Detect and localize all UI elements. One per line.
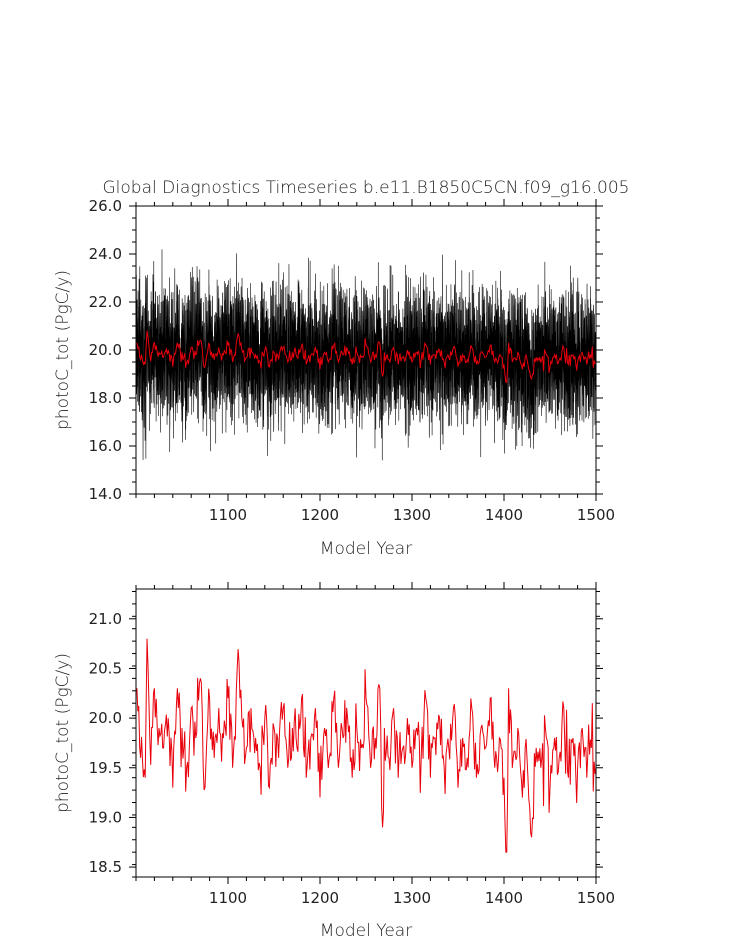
bottom-y-tick-label: 19.0 — [89, 808, 122, 826]
top-x-tick-label: 1400 — [485, 506, 523, 524]
bottom-y-tick-label: 19.5 — [89, 759, 122, 777]
bottom-series-annual — [136, 638, 597, 853]
bottom-x-tick-label: 1500 — [577, 889, 615, 907]
bottom-x-axis-label: Model Year — [320, 921, 412, 941]
chart-title: Global Diagnostics Timeseries b.e11.B185… — [102, 178, 629, 198]
top-series-monthly — [135, 249, 597, 461]
top-y-tick-label: 18.0 — [89, 389, 122, 407]
top-y-tick-label: 14.0 — [89, 485, 122, 503]
bottom-x-tick-label: 1200 — [301, 889, 339, 907]
top-panel: 14.0 16.0 18.0 20.0 22.0 24.0 26.0 1100 1200 130… — [53, 197, 615, 559]
top-x-tick-label: 1100 — [209, 506, 247, 524]
top-series-annual — [136, 330, 597, 383]
bottom-panel: 18.5 19.0 19.5 20.0 20.5 21.0 1100 1200 1300 140… — [53, 582, 615, 941]
top-annual-line — [136, 330, 597, 383]
top-x-axis-label: Model Year — [320, 539, 412, 559]
top-y-tick-label: 16.0 — [89, 437, 122, 455]
bottom-y-tick-label: 20.0 — [89, 709, 122, 727]
bottom-y-tick-label: 20.5 — [89, 659, 122, 677]
top-y-tick-labels: 14.0 16.0 18.0 20.0 22.0 24.0 26.0 — [89, 197, 122, 503]
top-y-tick-label: 24.0 — [89, 245, 122, 263]
bottom-x-tick-label: 1300 — [393, 889, 431, 907]
top-x-tick-label: 1200 — [301, 506, 339, 524]
bottom-annual-line — [136, 638, 597, 853]
bottom-y-axis-label: photoC_tot (PgC/y) — [53, 653, 73, 813]
top-monthly-line — [135, 249, 597, 461]
bottom-x-tick-labels: 1100 1200 1300 1400 1500 — [209, 889, 615, 907]
bottom-x-tick-label: 1100 — [209, 889, 247, 907]
bottom-y-tick-labels: 18.5 19.0 19.5 20.0 20.5 21.0 — [89, 610, 122, 876]
top-ticks — [129, 199, 603, 501]
top-y-axis-label: photoC_tot (PgC/y) — [53, 270, 73, 430]
bottom-plot-frame — [135, 588, 597, 878]
bottom-y-tick-label: 18.5 — [89, 858, 122, 876]
top-x-tick-label: 1300 — [393, 506, 431, 524]
top-x-tick-labels: 1100 1200 1300 1400 1500 — [209, 506, 615, 524]
bottom-ticks — [129, 582, 603, 884]
top-y-tick-label: 26.0 — [89, 197, 122, 215]
top-y-tick-label: 22.0 — [89, 293, 122, 311]
bottom-x-tick-label: 1400 — [485, 889, 523, 907]
bottom-y-tick-label: 21.0 — [89, 610, 122, 628]
top-y-tick-label: 20.0 — [89, 341, 122, 359]
top-x-tick-label: 1500 — [577, 506, 615, 524]
